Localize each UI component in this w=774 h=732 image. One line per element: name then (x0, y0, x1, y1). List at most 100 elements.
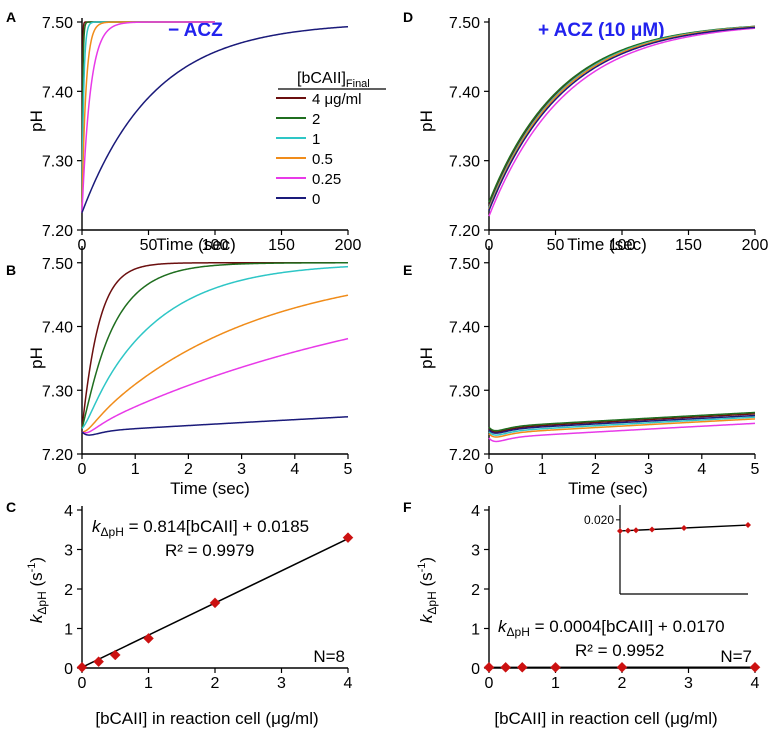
panel-a-ylabel: pH (27, 110, 46, 132)
x-tick-label-A: 50 (140, 237, 158, 254)
x-tick-label-B: 3 (237, 461, 246, 478)
panel-f-xlabel: [bCAII] in reaction cell (μg/ml) (494, 709, 717, 728)
x-tick-label-F: 3 (684, 675, 693, 692)
panel-f-letter: F (403, 499, 412, 515)
panel-b-letter: B (6, 262, 16, 278)
data-point-C (143, 633, 154, 644)
x-tick-label-E: 0 (485, 461, 494, 478)
x-tick-label-D: 100 (609, 237, 636, 254)
data-point-F (516, 661, 528, 673)
y-tick-label-E: 7.20 (449, 447, 480, 464)
series-line-E-1 (488, 411, 756, 432)
series-line-B-3 (81, 294, 349, 433)
panel-c-n: N=8 (313, 647, 345, 666)
y-tick-label-F: 1 (471, 622, 480, 639)
panel-a-letter: A (6, 9, 16, 25)
chart-panel-a: 0 50 100 150 200 7.20 7.30 7.40 7.50 (42, 15, 362, 254)
y-tick-label-E: 7.30 (449, 383, 480, 400)
y-tick-label-D: 7.50 (449, 15, 480, 32)
x-tick-label-E: 5 (751, 461, 760, 478)
x-tick-label-D: 200 (742, 237, 769, 254)
inset-data-point (649, 526, 655, 533)
y-tick-label-D: 7.40 (449, 84, 480, 101)
data-point-C (342, 532, 354, 544)
x-tick-label-E: 3 (644, 461, 653, 478)
x-tick-label-E: 4 (697, 461, 706, 478)
x-tick-label-F: 4 (751, 675, 760, 692)
data-point-F (483, 661, 495, 673)
y-tick-label-F: 2 (471, 582, 480, 599)
panel-a-xlabel: Time (sec) (156, 235, 236, 254)
series-line-A-4 (81, 21, 215, 213)
x-tick-label-C: 3 (277, 675, 286, 692)
inset-data-point (681, 524, 687, 531)
series-line-A-2 (81, 21, 215, 203)
x-tick-label-C: 2 (211, 675, 220, 692)
legend-label-5: 0 (312, 191, 320, 208)
data-point-F (550, 661, 561, 673)
x-tick-label-C: 4 (344, 675, 353, 692)
x-tick-label-D: 50 (547, 237, 565, 254)
chart-panel-d: 0 50 100 150 200 7.20 7.30 7.40 7.50 (449, 15, 769, 254)
panel-d-xlabel: Time (sec) (567, 235, 647, 254)
data-point-C (93, 656, 104, 668)
panel-d-letter: D (403, 9, 413, 25)
panel-d-title: + ACZ (10 μM) (538, 20, 665, 41)
legend-label-4: 0.25 (312, 171, 341, 188)
x-tick-label-A: 200 (335, 237, 362, 254)
y-tick-label-A: 7.30 (42, 154, 73, 171)
series-line-B-5 (81, 416, 349, 436)
series-line-E-4 (488, 422, 756, 443)
x-tick-label-C: 0 (78, 675, 87, 692)
y-tick-label-A: 7.40 (42, 84, 73, 101)
legend-title: [bCAII]Final (297, 70, 370, 90)
panel-c-letter: C (6, 499, 16, 515)
y-tick-label-E: 7.50 (449, 256, 480, 273)
panel-e-letter: E (403, 262, 412, 278)
series-line-A-1 (81, 21, 215, 203)
series-line-B-1 (81, 262, 348, 429)
y-tick-label-E: 7.40 (449, 320, 480, 337)
data-point-F (500, 661, 511, 673)
series-line-B-4 (81, 337, 349, 434)
y-tick-label-B: 7.20 (42, 447, 73, 464)
chart-panel-b: 0 1 2 3 4 5 7.20 7.30 7.40 7.50 (42, 246, 353, 478)
x-tick-label-D: 150 (675, 237, 702, 254)
x-tick-label-B: 1 (131, 461, 140, 478)
legend-label-0: 4 μg/ml (312, 91, 362, 108)
series-line-A-5 (81, 25, 349, 213)
x-tick-label-D: 0 (485, 237, 494, 254)
x-tick-label-F: 1 (551, 675, 560, 692)
inset-data-point (617, 527, 623, 534)
x-tick-label-C: 1 (144, 675, 153, 692)
y-tick-label-F: 3 (471, 543, 480, 560)
y-tick-label-C: 1 (64, 622, 73, 639)
legend-label-1: 2 (312, 111, 320, 128)
legend-label-3: 0.5 (312, 151, 333, 168)
y-tick-label-D: 7.20 (449, 223, 480, 240)
x-tick-label-B: 0 (78, 461, 87, 478)
x-tick-label-B: 2 (184, 461, 193, 478)
panel-f-n: N=7 (720, 647, 752, 666)
legend: [bCAII]Final 4 μg/ml 2 1 0.5 0.25 0 (276, 70, 386, 208)
panel-e-xlabel: Time (sec) (568, 479, 648, 498)
series-line-D-5 (488, 26, 756, 211)
data-point-C (76, 661, 88, 673)
series-line-A-0 (81, 21, 215, 203)
panel-f-r2: R² = 0.9952 (575, 641, 664, 660)
x-tick-label-A: 100 (202, 237, 229, 254)
series-line-A-3 (81, 21, 215, 206)
panel-c-r2: R² = 0.9979 (165, 541, 254, 560)
y-tick-label-A: 7.20 (42, 223, 73, 240)
x-tick-label-E: 1 (538, 461, 547, 478)
inset-data-point (633, 527, 639, 534)
x-tick-label-E: 2 (591, 461, 600, 478)
x-tick-label-B: 4 (290, 461, 299, 478)
series-line-E-2 (488, 416, 756, 436)
y-tick-label-C: 2 (64, 582, 73, 599)
series-line-B-2 (81, 265, 349, 429)
data-point-F (616, 661, 628, 673)
y-tick-label-C: 0 (64, 661, 73, 678)
x-tick-label-A: 150 (268, 237, 295, 254)
